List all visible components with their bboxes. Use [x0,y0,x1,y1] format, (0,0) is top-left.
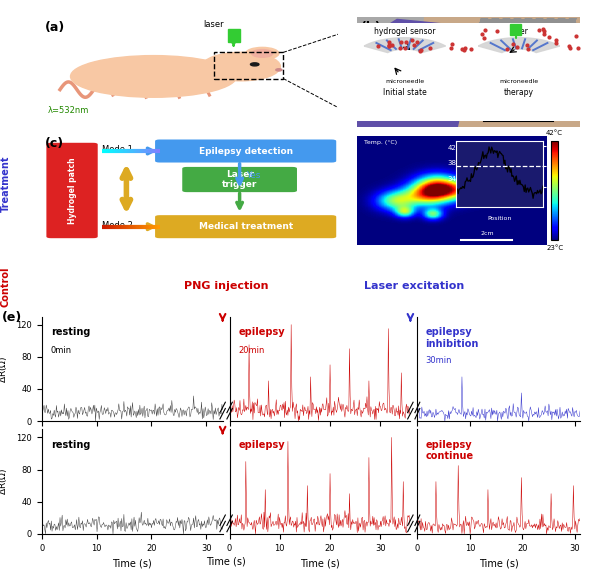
Text: (a): (a) [45,21,65,33]
Text: 42: 42 [447,145,456,151]
FancyBboxPatch shape [155,139,336,162]
Polygon shape [364,38,446,53]
Text: Yes: Yes [246,171,260,180]
Bar [480,20,576,56]
Text: Epilepsy detection: Epilepsy detection [199,146,292,156]
Polygon shape [478,38,560,53]
Text: Hydrogel patch: Hydrogel patch [68,157,77,224]
Text: (e): (e) [2,311,22,324]
Text: epilepsy: epilepsy [239,327,285,337]
Circle shape [202,52,280,81]
X-axis label: Time (s): Time (s) [300,558,340,568]
Text: laser: laser [509,27,529,36]
Ellipse shape [71,56,237,97]
Y-axis label: $\Delta$R(Ω): $\Delta$R(Ω) [0,355,10,382]
Text: 20min: 20min [239,346,265,355]
Text: 2cm: 2cm [480,231,494,236]
Text: 1cm: 1cm [514,114,526,119]
FancyBboxPatch shape [155,215,336,238]
Text: λ=532nm: λ=532nm [48,106,89,115]
Text: epilepsy
inhibition: epilepsy inhibition [426,327,479,348]
Text: Temp. (°C): Temp. (°C) [365,141,398,145]
Text: Control: Control [1,267,11,307]
Text: 0min: 0min [51,346,72,355]
Text: 30min: 30min [426,356,452,365]
Text: resting: resting [51,327,90,337]
Text: Laser excitation: Laser excitation [364,281,464,291]
Text: (d): (d) [361,139,382,152]
Circle shape [246,48,279,60]
Bar [424,17,580,127]
Text: laser: laser [204,20,224,29]
Text: Medical treatment: Medical treatment [199,222,293,231]
Text: 42°C: 42°C [546,130,563,136]
Text: PNG injection: PNG injection [184,281,269,291]
Bar [510,24,521,35]
Text: 23°C: 23°C [546,245,563,251]
Polygon shape [357,20,473,127]
Text: Initial state: Initial state [383,88,427,97]
Text: Laser
trigger: Laser trigger [222,170,257,189]
Text: resting: resting [51,440,90,450]
Circle shape [251,63,259,66]
Text: 38: 38 [447,160,456,166]
Circle shape [252,49,273,57]
Text: hydrogel
sensor: hydrogel sensor [412,30,436,41]
Text: therapy: therapy [504,88,534,97]
Text: epilepsy: epilepsy [239,440,285,450]
Text: (b): (b) [361,21,382,33]
Text: microneedle: microneedle [499,79,539,84]
Circle shape [276,69,282,71]
Text: microneedle: microneedle [385,79,425,84]
Text: Mode 1: Mode 1 [102,145,133,154]
FancyBboxPatch shape [47,143,97,238]
Y-axis label: $\Delta$R(Ω): $\Delta$R(Ω) [0,468,10,495]
Text: 34: 34 [447,176,456,181]
Text: microneedle: microneedle [361,111,395,116]
Text: Mode 2: Mode 2 [102,221,133,230]
Polygon shape [435,48,569,94]
Bar [214,52,283,79]
Text: 500μm: 500μm [491,46,508,51]
Text: Treatment: Treatment [1,156,11,212]
Text: (c): (c) [45,137,64,150]
Text: epilepsy
continue: epilepsy continue [426,440,474,461]
Text: Time (s): Time (s) [206,557,246,567]
X-axis label: Time (s): Time (s) [112,558,152,568]
FancyBboxPatch shape [182,167,297,192]
X-axis label: Time (s): Time (s) [479,558,518,568]
Bar [227,29,240,42]
Text: hydrogel sensor: hydrogel sensor [374,27,435,36]
